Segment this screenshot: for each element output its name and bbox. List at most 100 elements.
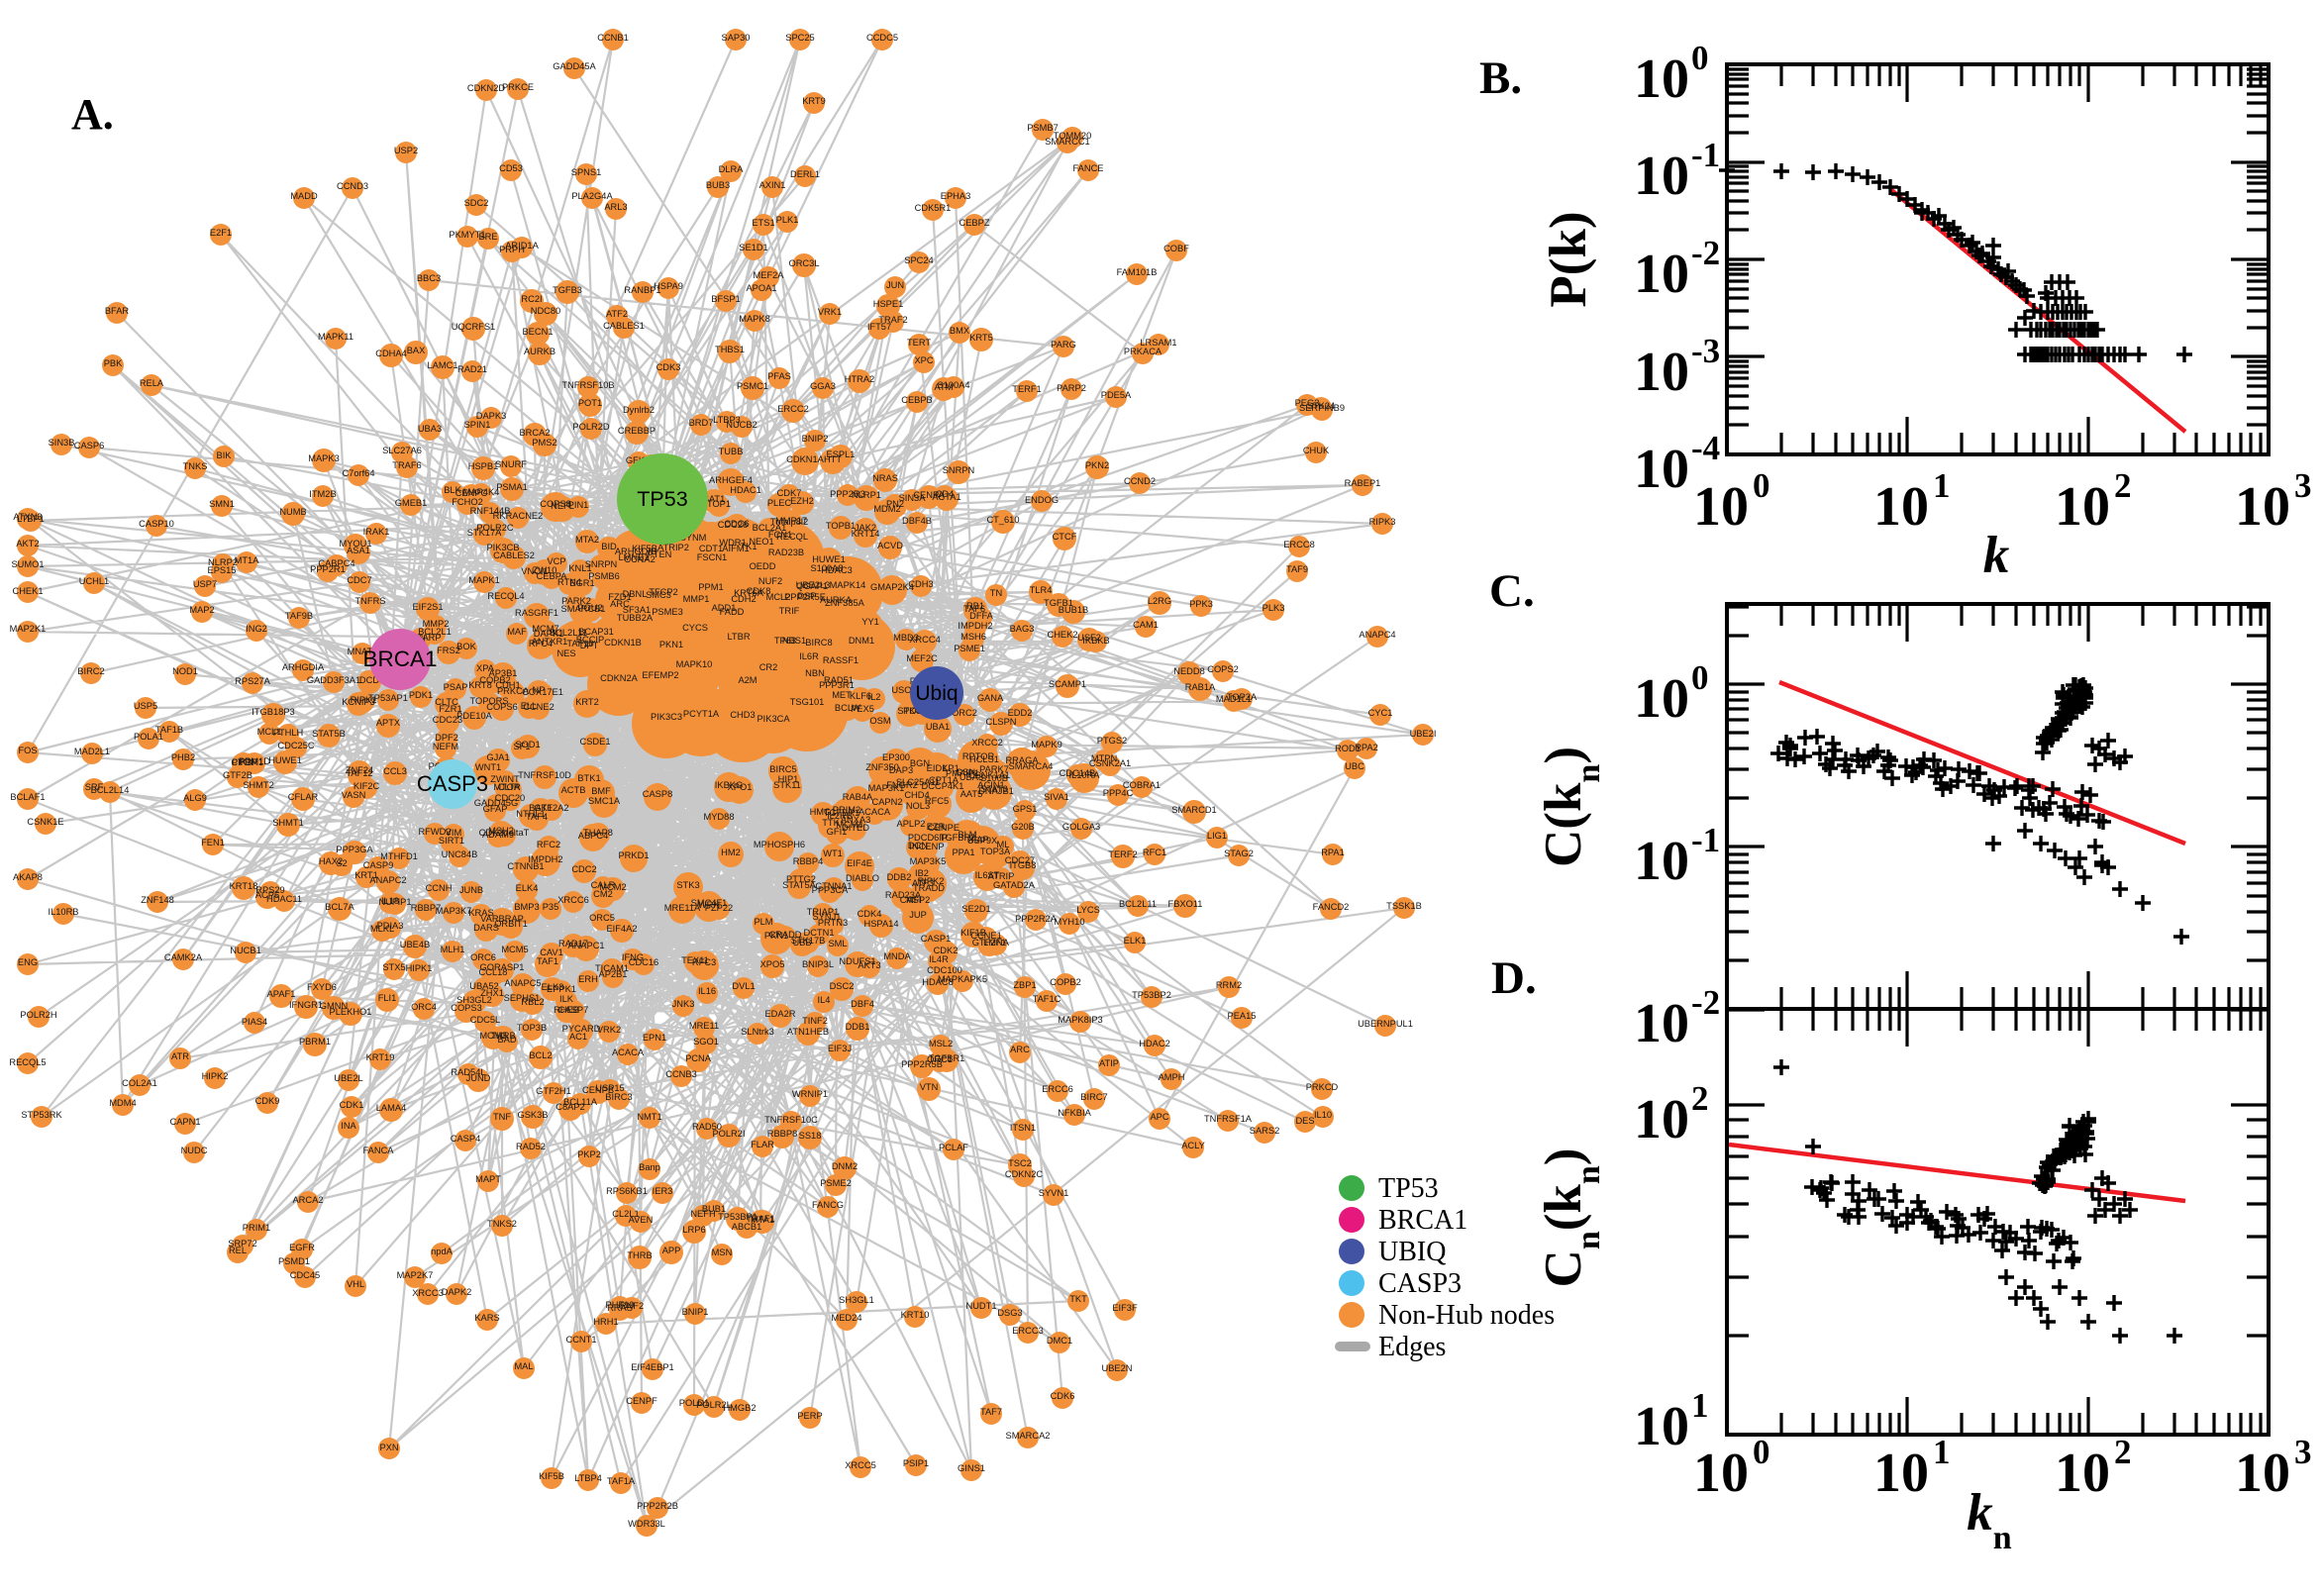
svg-text:PYCARD: PYCARD bbox=[562, 1024, 601, 1034]
svg-text:IL16: IL16 bbox=[698, 986, 716, 996]
svg-text:TNFRS: TNFRS bbox=[355, 596, 386, 606]
svg-text:AURKB: AURKB bbox=[524, 347, 556, 356]
svg-text:TNFRSF10D: TNFRSF10D bbox=[518, 770, 571, 780]
svg-text:DMC1: DMC1 bbox=[1047, 1336, 1072, 1346]
svg-text:10: 10 bbox=[2235, 476, 2290, 538]
svg-text:YY1: YY1 bbox=[861, 617, 879, 627]
svg-text:SGO1: SGO1 bbox=[693, 1037, 719, 1047]
svg-text:NMT1: NMT1 bbox=[637, 1112, 661, 1122]
svg-text:TP53AP1: TP53AP1 bbox=[368, 693, 408, 703]
svg-text:TSC2: TSC2 bbox=[1008, 1158, 1032, 1168]
svg-text:RANBP1: RANBP1 bbox=[624, 285, 660, 295]
svg-text:ZBP1: ZBP1 bbox=[1013, 980, 1036, 990]
svg-text:ACIN1: ACIN1 bbox=[977, 780, 1004, 790]
svg-text:LTBP3: LTBP3 bbox=[713, 415, 741, 425]
svg-text:CRADD: CRADD bbox=[768, 930, 801, 940]
svg-text:10: 10 bbox=[1693, 1443, 1749, 1504]
svg-text:POLR2L: POLR2L bbox=[696, 1400, 732, 1410]
svg-text:RAD51: RAD51 bbox=[824, 675, 854, 685]
svg-text:AIFM1: AIFM1 bbox=[722, 544, 749, 553]
svg-text:-2: -2 bbox=[1691, 983, 1720, 1022]
svg-text:SMN1: SMN1 bbox=[209, 499, 235, 509]
svg-text:INCENP: INCENP bbox=[909, 842, 944, 851]
svg-text:EDA2R: EDA2R bbox=[764, 1009, 795, 1019]
svg-text:PRTN3: PRTN3 bbox=[818, 918, 848, 928]
svg-text:EPPK1: EPPK1 bbox=[547, 984, 576, 994]
svg-text:DDB1: DDB1 bbox=[846, 1022, 870, 1032]
svg-text:DBNL: DBNL bbox=[623, 589, 648, 599]
svg-text:TAF1C: TAF1C bbox=[1033, 994, 1061, 1004]
svg-text:PRKCD: PRKCD bbox=[1306, 1082, 1339, 1092]
svg-text:COPB2: COPB2 bbox=[1050, 977, 1081, 987]
svg-text:CCNB1: CCNB1 bbox=[597, 33, 629, 43]
svg-text:KIF5B: KIF5B bbox=[539, 1471, 564, 1481]
svg-text:BMX: BMX bbox=[950, 326, 969, 336]
svg-text:CDC16: CDC16 bbox=[629, 957, 658, 967]
svg-text:TGFBR1: TGFBR1 bbox=[929, 1053, 965, 1063]
svg-text:MAP3K1: MAP3K1 bbox=[868, 783, 905, 793]
svg-text:GMAP2K4: GMAP2K4 bbox=[870, 582, 914, 592]
svg-text:NES: NES bbox=[556, 648, 575, 658]
svg-text:MCL2: MCL2 bbox=[766, 592, 791, 602]
svg-text:CASP3: CASP3 bbox=[1378, 1268, 1462, 1299]
svg-text:DERL1: DERL1 bbox=[790, 169, 820, 179]
svg-text:CALR: CALR bbox=[591, 880, 616, 890]
svg-text:MAPKAPK5: MAPKAPK5 bbox=[938, 974, 987, 984]
svg-text:RPA2: RPA2 bbox=[1355, 743, 1378, 752]
svg-text:MAP2K1: MAP2K1 bbox=[10, 624, 47, 634]
svg-text:ASA1: ASA1 bbox=[347, 546, 370, 555]
svg-text:KCNIP3: KCNIP3 bbox=[342, 697, 375, 707]
svg-text:Tnfaip8l2: Tnfaip8l2 bbox=[770, 517, 808, 527]
svg-text:10: 10 bbox=[1634, 439, 1689, 500]
svg-text:PMS2: PMS2 bbox=[532, 438, 556, 448]
svg-text:BAD: BAD bbox=[497, 1035, 516, 1045]
svg-text:GPS1: GPS1 bbox=[1013, 804, 1038, 814]
svg-text:PRKCE: PRKCE bbox=[502, 82, 534, 92]
svg-text:CCL18: CCL18 bbox=[479, 967, 508, 977]
svg-text:ACTA1: ACTA1 bbox=[932, 492, 960, 502]
svg-text:ORC4: ORC4 bbox=[411, 1002, 437, 1012]
svg-text:CASP9: CASP9 bbox=[363, 860, 394, 870]
svg-text:RECQL4: RECQL4 bbox=[487, 591, 524, 601]
svg-text:BCL2L1: BCL2L1 bbox=[418, 627, 452, 637]
svg-text:10: 10 bbox=[2055, 476, 2110, 538]
svg-text:PKN2: PKN2 bbox=[1085, 460, 1109, 470]
svg-text:STK4: STK4 bbox=[897, 706, 920, 716]
svg-text:VNCI1: VNCI1 bbox=[521, 566, 548, 576]
svg-text:APP: APP bbox=[662, 1246, 681, 1255]
svg-text:ANAPC2: ANAPC2 bbox=[369, 875, 406, 885]
svg-text:PARP2: PARP2 bbox=[1057, 383, 1086, 393]
svg-text:SE1D1: SE1D1 bbox=[739, 243, 767, 252]
svg-text:MT1A: MT1A bbox=[235, 555, 260, 565]
svg-text:TICAM1: TICAM1 bbox=[595, 963, 629, 973]
svg-text:ARC: ARC bbox=[1010, 1045, 1030, 1054]
svg-text:MFI: MFI bbox=[906, 895, 922, 905]
svg-text:MAP2K7: MAP2K7 bbox=[397, 1270, 434, 1280]
svg-text:EIF4E: EIF4E bbox=[847, 858, 872, 868]
svg-text:ITGB8: ITGB8 bbox=[1010, 860, 1037, 870]
svg-text:RPS27A: RPS27A bbox=[235, 676, 270, 686]
svg-text:ELL: ELL bbox=[521, 701, 538, 711]
svg-text:DBF4B: DBF4B bbox=[902, 516, 932, 526]
svg-text:TSG101: TSG101 bbox=[790, 697, 825, 707]
svg-text:TP53: TP53 bbox=[637, 487, 687, 511]
svg-text:TRADD: TRADD bbox=[913, 883, 945, 893]
svg-text:UBC: UBC bbox=[1345, 761, 1364, 771]
svg-text:SMC4F1: SMC4F1 bbox=[691, 898, 728, 908]
svg-text:MLH1: MLH1 bbox=[441, 945, 465, 954]
svg-text:NEFM: NEFM bbox=[433, 742, 458, 751]
svg-text:1: 1 bbox=[1933, 1433, 1951, 1471]
svg-text:STAT5B: STAT5B bbox=[312, 729, 346, 739]
svg-text:SMARCA4: SMARCA4 bbox=[1009, 761, 1054, 771]
svg-text:SOD1: SOD1 bbox=[515, 740, 540, 749]
svg-text:RKRACNE2: RKRACNE2 bbox=[493, 511, 544, 521]
svg-text:-4: -4 bbox=[1691, 429, 1720, 467]
svg-text:GTF2F1: GTF2F1 bbox=[972, 938, 1007, 948]
svg-text:LAMC1: LAMC1 bbox=[427, 360, 457, 370]
svg-text:IRAK1: IRAK1 bbox=[363, 527, 390, 537]
svg-text:IKBKG: IKBKG bbox=[715, 780, 743, 790]
svg-text:NRAS: NRAS bbox=[872, 473, 898, 483]
svg-text:ACP5: ACP5 bbox=[255, 890, 279, 900]
svg-text:ESPL1: ESPL1 bbox=[827, 449, 856, 459]
svg-text:COX17E1: COX17E1 bbox=[522, 687, 563, 697]
